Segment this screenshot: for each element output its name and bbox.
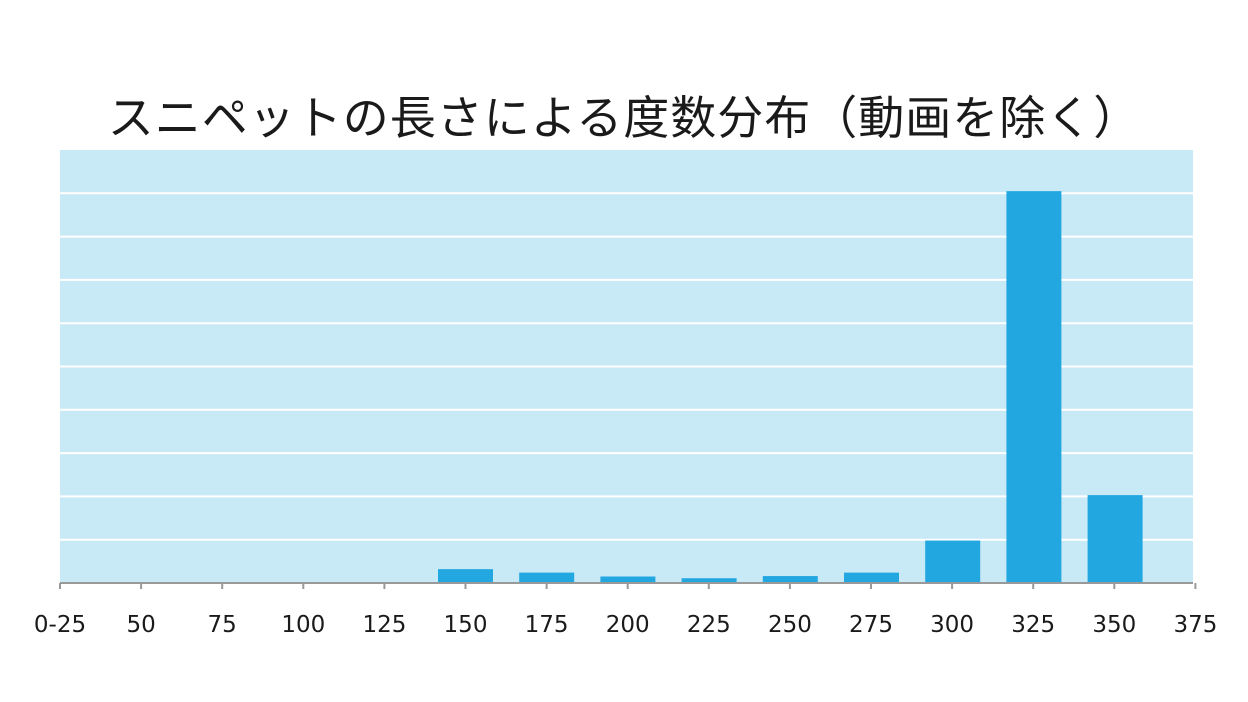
x-tick-label: 100 xyxy=(281,612,325,638)
x-tick-label: 375 xyxy=(1173,612,1217,638)
bar-350 xyxy=(1087,495,1143,583)
bar-225 xyxy=(681,578,737,583)
bar-200 xyxy=(600,576,656,583)
bar-250 xyxy=(762,576,818,583)
chart-title: スニペットの長さによる度数分布（動画を除く） xyxy=(107,91,1141,145)
x-tick-label: 300 xyxy=(930,612,974,638)
x-tick-label: 250 xyxy=(768,612,812,638)
bars xyxy=(438,191,1143,583)
bar-150 xyxy=(438,569,493,583)
x-tick-label: 275 xyxy=(849,612,893,638)
x-axis-ticks xyxy=(59,583,1197,589)
bar-175 xyxy=(519,572,575,583)
x-tick-label: 225 xyxy=(687,612,731,638)
x-tick-label: 0-25 xyxy=(34,612,86,638)
x-tick-label: 200 xyxy=(606,612,650,638)
x-tick-label: 175 xyxy=(525,612,569,638)
x-tick-label: 150 xyxy=(444,612,488,638)
bar-325 xyxy=(1006,191,1062,583)
bar-275 xyxy=(844,572,899,583)
x-tick-label: 325 xyxy=(1011,612,1055,638)
gridlines xyxy=(60,192,1193,541)
x-tick-label: 350 xyxy=(1092,612,1136,638)
x-tick-label: 75 xyxy=(208,612,237,638)
x-tick-label: 125 xyxy=(362,612,406,638)
x-axis-tick-labels: 0-25 50 75 100 125 150 175 200 225 250 275 300 325 35… xyxy=(34,612,1217,638)
bar-300 xyxy=(925,540,981,583)
x-tick-label: 50 xyxy=(126,612,155,638)
